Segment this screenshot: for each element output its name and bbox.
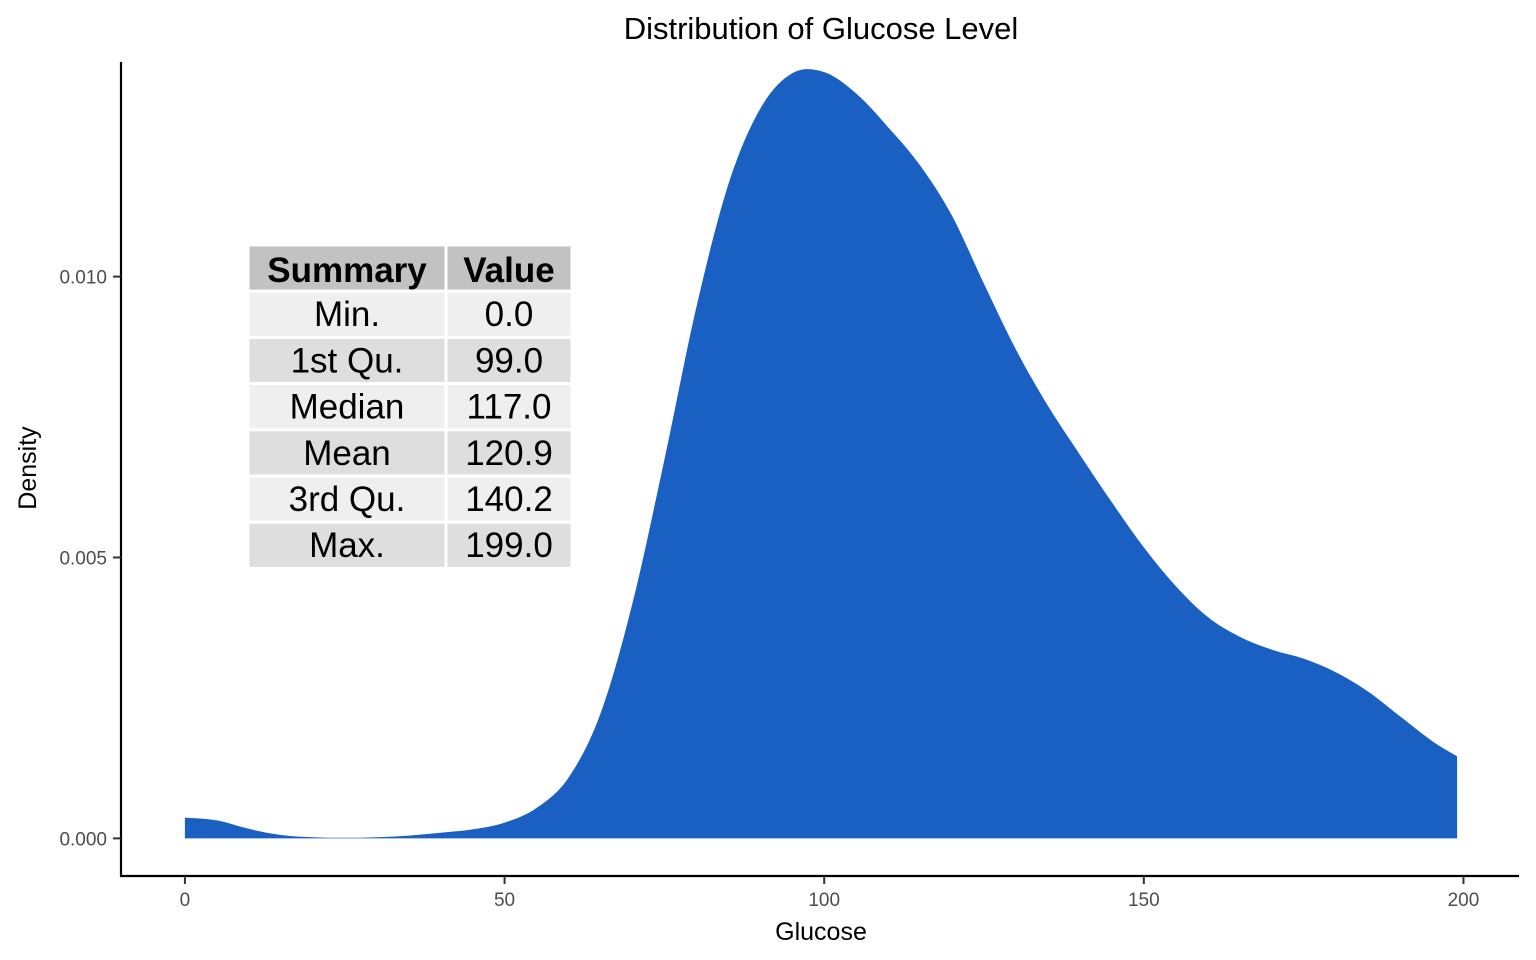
x-tick-label: 50 — [494, 890, 515, 911]
table-row-label: 3rd Qu. — [289, 480, 406, 519]
table-header-summary: Summary — [267, 251, 427, 290]
table-row-value: 140.2 — [465, 480, 553, 519]
x-tick-label: 0 — [180, 890, 191, 911]
x-tick-label: 100 — [808, 890, 840, 911]
y-axis-ticks: 0.000 0.005 0.010 — [59, 268, 121, 850]
y-tick-label: 0.010 — [59, 268, 107, 289]
y-axis-title: Density — [14, 426, 42, 510]
summary-table: Summary Value Min. 0.0 1st Qu. 99.0 Median 117.… — [246, 243, 574, 570]
table-cell — [246, 520, 448, 570]
y-tick-label: 0.000 — [59, 829, 107, 850]
chart-title: Distribution of Glucose Level — [624, 11, 1019, 46]
table-row-label: Mean — [303, 434, 391, 473]
density-area — [184, 69, 1458, 839]
x-axis-title: Glucose — [775, 918, 867, 946]
table-row-label: Max. — [309, 526, 385, 565]
table-cell — [246, 335, 448, 386]
table-row-value: 120.9 — [465, 434, 553, 473]
table-cell — [444, 474, 574, 524]
table-header-cell — [444, 243, 574, 293]
y-tick-label: 0.005 — [59, 548, 107, 569]
x-tick-label: 150 — [1128, 890, 1160, 911]
table-row-value: 117.0 — [467, 388, 552, 427]
x-axis-ticks: 0 50 100 150 200 — [180, 876, 1480, 911]
table-row-value: 0.0 — [485, 295, 534, 334]
table-cell — [444, 520, 574, 570]
table-row-value: 99.0 — [475, 341, 543, 380]
table-row-label: Min. — [314, 295, 380, 334]
table-row-value: 199.0 — [465, 526, 553, 565]
table-row-label: Median — [290, 388, 405, 427]
table-header-cell — [246, 243, 448, 293]
table-header-value: Value — [463, 251, 554, 290]
x-tick-label: 200 — [1448, 890, 1480, 911]
table-cell — [444, 289, 574, 339]
table-row-label: 1st Qu. — [291, 341, 404, 380]
